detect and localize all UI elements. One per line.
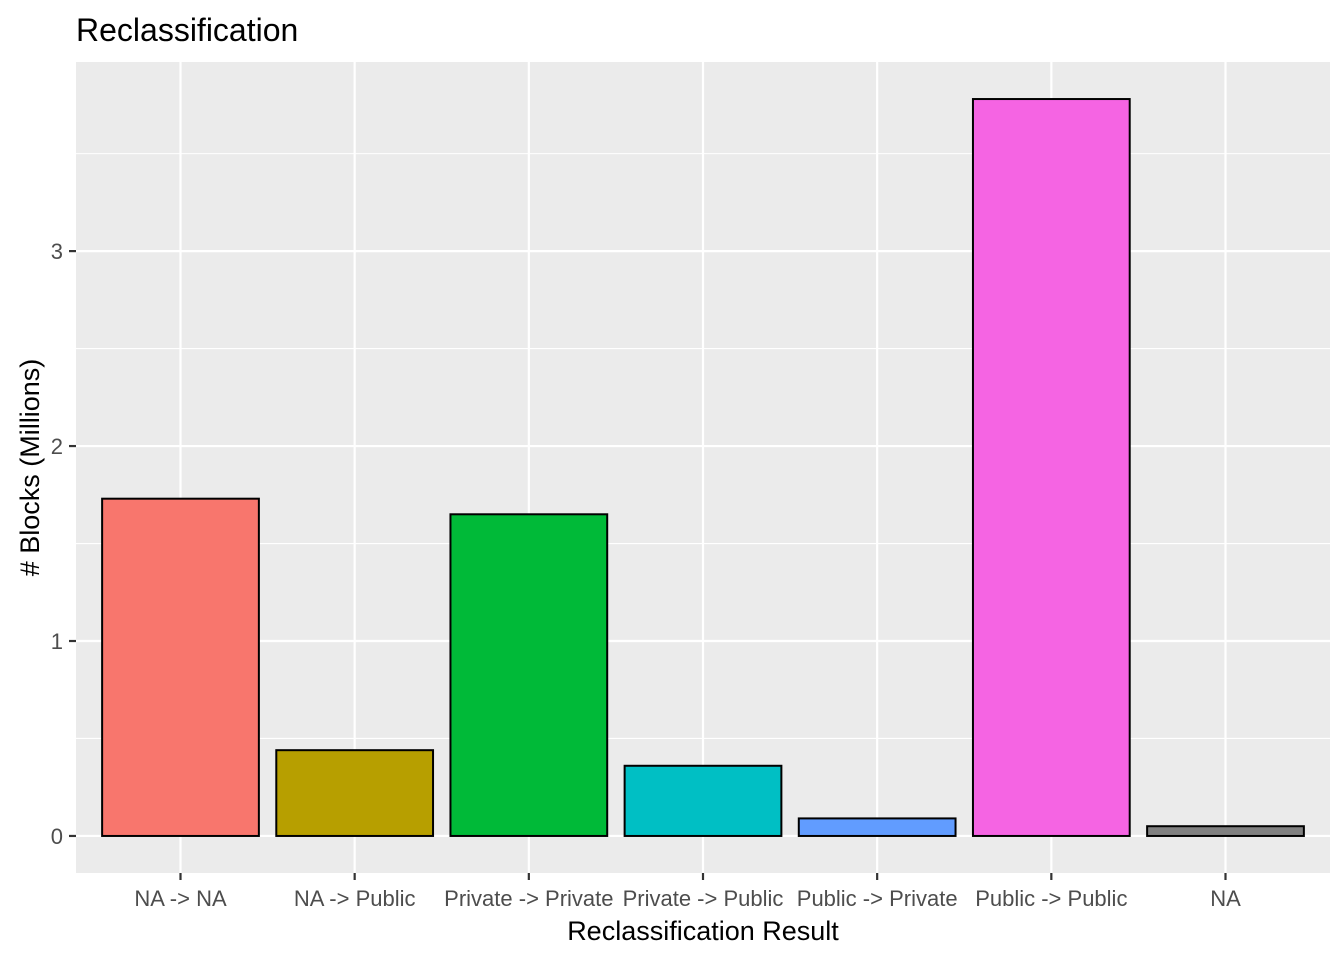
y-axis-title: # Blocks (Millions) xyxy=(15,359,45,577)
bar xyxy=(449,513,609,837)
bar xyxy=(1146,825,1305,837)
y-tick-label: 0 xyxy=(51,824,63,849)
x-tick-label: Public -> Private xyxy=(797,886,958,911)
bar xyxy=(275,749,435,837)
x-tick-label: Public -> Public xyxy=(975,886,1127,911)
bar xyxy=(623,764,783,837)
x-axis: NA -> NA NA -> Public Private -> Private Pr… xyxy=(134,873,1241,911)
y-axis: 0 1 2 3 xyxy=(51,239,76,849)
x-tick-label: NA -> Public xyxy=(294,886,416,911)
y-tick-label: 1 xyxy=(51,629,63,654)
bars xyxy=(101,98,1305,837)
x-tick-label: Private -> Public xyxy=(623,886,784,911)
x-tick-label: Private -> Private xyxy=(444,886,613,911)
chart-title: Reclassification xyxy=(76,12,298,48)
bar xyxy=(797,817,957,837)
bar xyxy=(101,497,260,837)
y-tick-label: 2 xyxy=(51,434,63,459)
x-tick-label: NA xyxy=(1210,886,1241,911)
y-tick-label: 3 xyxy=(51,239,63,264)
x-tick-label: NA -> NA xyxy=(134,886,227,911)
bar xyxy=(971,98,1131,837)
x-axis-title: Reclassification Result xyxy=(567,916,839,946)
